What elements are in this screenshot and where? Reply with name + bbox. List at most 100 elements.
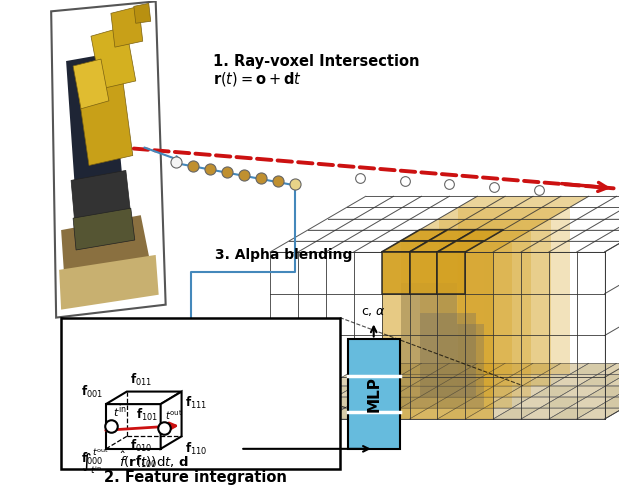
Polygon shape xyxy=(438,336,465,377)
Polygon shape xyxy=(401,366,428,408)
Polygon shape xyxy=(493,377,521,419)
Polygon shape xyxy=(503,355,531,397)
Polygon shape xyxy=(598,363,620,374)
Polygon shape xyxy=(531,386,578,397)
Polygon shape xyxy=(540,230,587,241)
Polygon shape xyxy=(410,252,438,294)
Polygon shape xyxy=(615,386,620,397)
Polygon shape xyxy=(161,392,182,449)
Polygon shape xyxy=(410,336,438,377)
Polygon shape xyxy=(382,377,410,419)
Polygon shape xyxy=(493,252,521,294)
Polygon shape xyxy=(382,241,428,252)
Polygon shape xyxy=(542,207,570,249)
Polygon shape xyxy=(495,344,523,386)
Polygon shape xyxy=(476,219,523,230)
Polygon shape xyxy=(73,208,135,250)
Polygon shape xyxy=(503,386,551,397)
Polygon shape xyxy=(587,219,620,230)
Polygon shape xyxy=(51,1,166,318)
Polygon shape xyxy=(439,260,467,302)
Polygon shape xyxy=(604,241,620,294)
Polygon shape xyxy=(438,241,484,252)
Polygon shape xyxy=(456,230,503,241)
Polygon shape xyxy=(484,230,531,241)
Polygon shape xyxy=(465,408,512,419)
Polygon shape xyxy=(465,377,493,419)
Polygon shape xyxy=(326,241,373,252)
Polygon shape xyxy=(486,196,533,207)
Polygon shape xyxy=(438,252,465,294)
Polygon shape xyxy=(298,252,326,294)
Polygon shape xyxy=(531,219,578,230)
Polygon shape xyxy=(540,397,587,408)
Polygon shape xyxy=(326,294,354,336)
Polygon shape xyxy=(410,408,456,419)
Polygon shape xyxy=(523,207,570,219)
Polygon shape xyxy=(578,374,620,386)
Polygon shape xyxy=(458,249,486,291)
Text: $t^{\rm in}$: $t^{\rm in}$ xyxy=(113,404,126,420)
Polygon shape xyxy=(336,386,383,397)
Polygon shape xyxy=(428,230,476,241)
Polygon shape xyxy=(326,252,354,294)
Polygon shape xyxy=(577,336,604,377)
Polygon shape xyxy=(410,252,438,294)
Polygon shape xyxy=(298,294,326,336)
Polygon shape xyxy=(111,6,143,47)
Polygon shape xyxy=(438,252,465,294)
Bar xyxy=(348,340,400,449)
Polygon shape xyxy=(326,336,354,377)
Text: $\mathbf{f}_{110}$: $\mathbf{f}_{110}$ xyxy=(185,441,207,457)
Polygon shape xyxy=(428,397,476,408)
Polygon shape xyxy=(428,366,456,408)
Polygon shape xyxy=(401,241,428,283)
Polygon shape xyxy=(456,230,503,241)
Polygon shape xyxy=(523,302,551,344)
Polygon shape xyxy=(523,207,570,219)
Polygon shape xyxy=(521,252,549,294)
Text: $\hat{f}(\mathbf{r}(t))\mathrm{d}t,\,\mathbf{d}$: $\hat{f}(\mathbf{r}(t))\mathrm{d}t,\,\ma… xyxy=(119,450,189,470)
Polygon shape xyxy=(484,366,512,408)
Polygon shape xyxy=(456,324,484,366)
Polygon shape xyxy=(270,336,298,377)
Polygon shape xyxy=(549,408,596,419)
Polygon shape xyxy=(345,230,392,241)
Polygon shape xyxy=(486,196,533,207)
Polygon shape xyxy=(465,336,493,377)
Polygon shape xyxy=(439,207,486,219)
Polygon shape xyxy=(439,219,467,260)
Polygon shape xyxy=(383,207,430,219)
Polygon shape xyxy=(512,230,559,241)
Polygon shape xyxy=(568,230,615,241)
Polygon shape xyxy=(596,397,620,408)
Text: $\mathbf{f}_{010}$: $\mathbf{f}_{010}$ xyxy=(130,438,152,454)
Polygon shape xyxy=(411,207,458,219)
Polygon shape xyxy=(420,313,448,355)
Polygon shape xyxy=(448,386,495,397)
Polygon shape xyxy=(493,408,540,419)
Polygon shape xyxy=(290,397,336,408)
Polygon shape xyxy=(456,366,484,408)
Polygon shape xyxy=(401,283,428,324)
Polygon shape xyxy=(465,336,493,377)
Polygon shape xyxy=(392,219,439,230)
Polygon shape xyxy=(439,207,486,219)
Polygon shape xyxy=(347,363,394,374)
Polygon shape xyxy=(373,230,420,241)
Polygon shape xyxy=(428,283,456,324)
Polygon shape xyxy=(317,230,364,241)
Polygon shape xyxy=(568,397,615,408)
Polygon shape xyxy=(495,260,523,302)
Polygon shape xyxy=(458,196,505,207)
Polygon shape xyxy=(512,397,559,408)
Polygon shape xyxy=(308,219,355,230)
Polygon shape xyxy=(596,230,620,241)
Polygon shape xyxy=(503,271,531,313)
Polygon shape xyxy=(382,241,428,252)
Polygon shape xyxy=(467,302,495,344)
Polygon shape xyxy=(354,241,401,252)
Polygon shape xyxy=(327,207,374,219)
Polygon shape xyxy=(448,313,476,355)
Polygon shape xyxy=(503,219,551,230)
